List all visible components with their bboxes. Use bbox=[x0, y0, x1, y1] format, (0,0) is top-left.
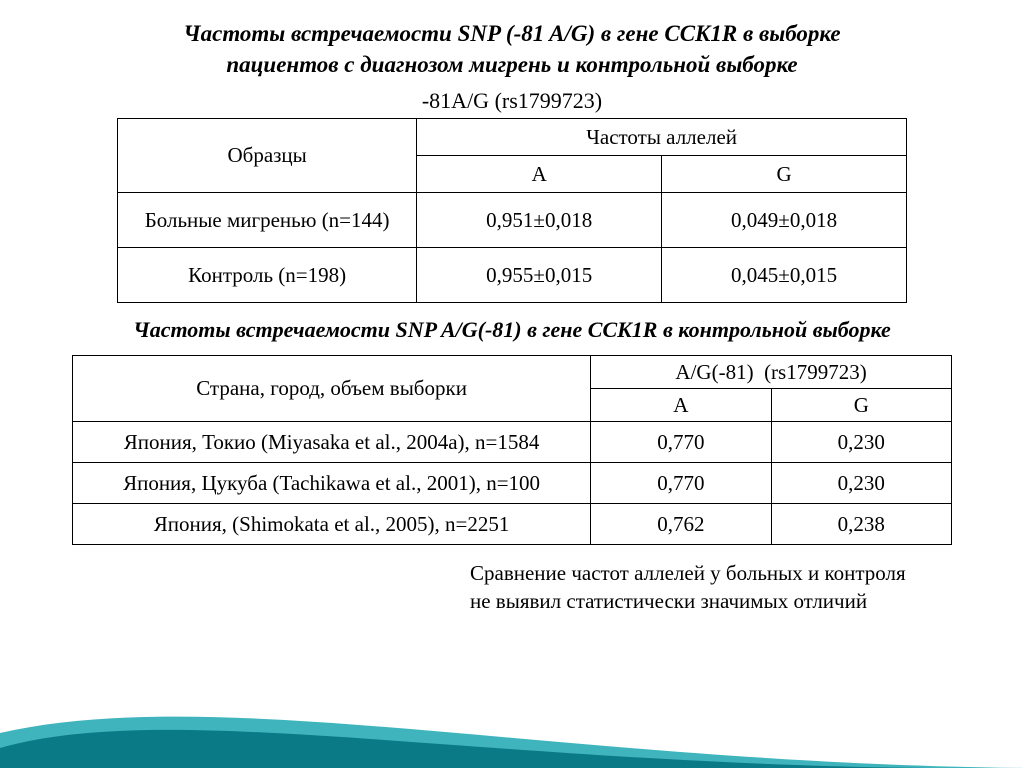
t2-header-g: G bbox=[771, 389, 951, 422]
title-1: Частоты встречаемости SNP (-81 A/G) в ге… bbox=[62, 18, 962, 80]
title-2: Частоты встречаемости SNP A/G(-81) в ген… bbox=[40, 317, 984, 343]
table-row: Контроль (n=198) 0,955±0,015 0,045±0,015 bbox=[118, 248, 907, 303]
t1-r1-a: 0,955±0,015 bbox=[417, 248, 662, 303]
footnote-line-1: Сравнение частот аллелей у больных и кон… bbox=[470, 561, 906, 585]
t1-header-g: G bbox=[662, 156, 907, 193]
title-1-line-2: пациентов с диагнозом мигрень и контроль… bbox=[226, 52, 797, 77]
t2-r0-label: Япония, Токио (Miyasaka et al., 2004a), … bbox=[73, 422, 591, 463]
t2-r0-g: 0,230 bbox=[771, 422, 951, 463]
t2-r1-g: 0,230 bbox=[771, 463, 951, 504]
t1-header-samples: Образцы bbox=[118, 119, 417, 193]
footnote-line-2: не выявил статистически значимых отличий bbox=[470, 589, 867, 613]
table-2: Страна, город, объем выборки A/G(-81) (r… bbox=[72, 355, 952, 545]
t2-r2-label: Япония, (Shimokata et al., 2005), n=2251 bbox=[73, 504, 591, 545]
t2-r0-a: 0,770 bbox=[591, 422, 771, 463]
t1-r0-g: 0,049±0,018 bbox=[662, 193, 907, 248]
t1-r1-label: Контроль (n=198) bbox=[118, 248, 417, 303]
t2-r1-label: Япония, Цукуба (Tachikawa et al., 2001),… bbox=[73, 463, 591, 504]
decorative-swoosh bbox=[0, 678, 1024, 768]
table-1: Образцы Частоты аллелей A G Больные мигр… bbox=[117, 118, 907, 303]
t2-r2-g: 0,238 bbox=[771, 504, 951, 545]
t1-r1-g: 0,045±0,015 bbox=[662, 248, 907, 303]
table-row: Япония, (Shimokata et al., 2005), n=2251… bbox=[73, 504, 952, 545]
table-row: Япония, Токио (Miyasaka et al., 2004a), … bbox=[73, 422, 952, 463]
title-1-line-1: Частоты встречаемости SNP (-81 A/G) в ге… bbox=[183, 21, 840, 46]
t2-header-group: A/G(-81) (rs1799723) bbox=[591, 356, 952, 389]
table-row: Япония, Цукуба (Tachikawa et al., 2001),… bbox=[73, 463, 952, 504]
t2-r1-a: 0,770 bbox=[591, 463, 771, 504]
t2-header-a: A bbox=[591, 389, 771, 422]
t1-header-group: Частоты аллелей bbox=[417, 119, 907, 156]
footnote: Сравнение частот аллелей у больных и кон… bbox=[40, 559, 984, 616]
t2-r2-a: 0,762 bbox=[591, 504, 771, 545]
subtitle-1: -81A/G (rs1799723) bbox=[40, 88, 984, 114]
table-row: Больные мигренью (n=144) 0,951±0,018 0,0… bbox=[118, 193, 907, 248]
t2-header-country: Страна, город, объем выборки bbox=[73, 356, 591, 422]
t1-r0-label: Больные мигренью (n=144) bbox=[118, 193, 417, 248]
t1-r0-a: 0,951±0,018 bbox=[417, 193, 662, 248]
t1-header-a: A bbox=[417, 156, 662, 193]
